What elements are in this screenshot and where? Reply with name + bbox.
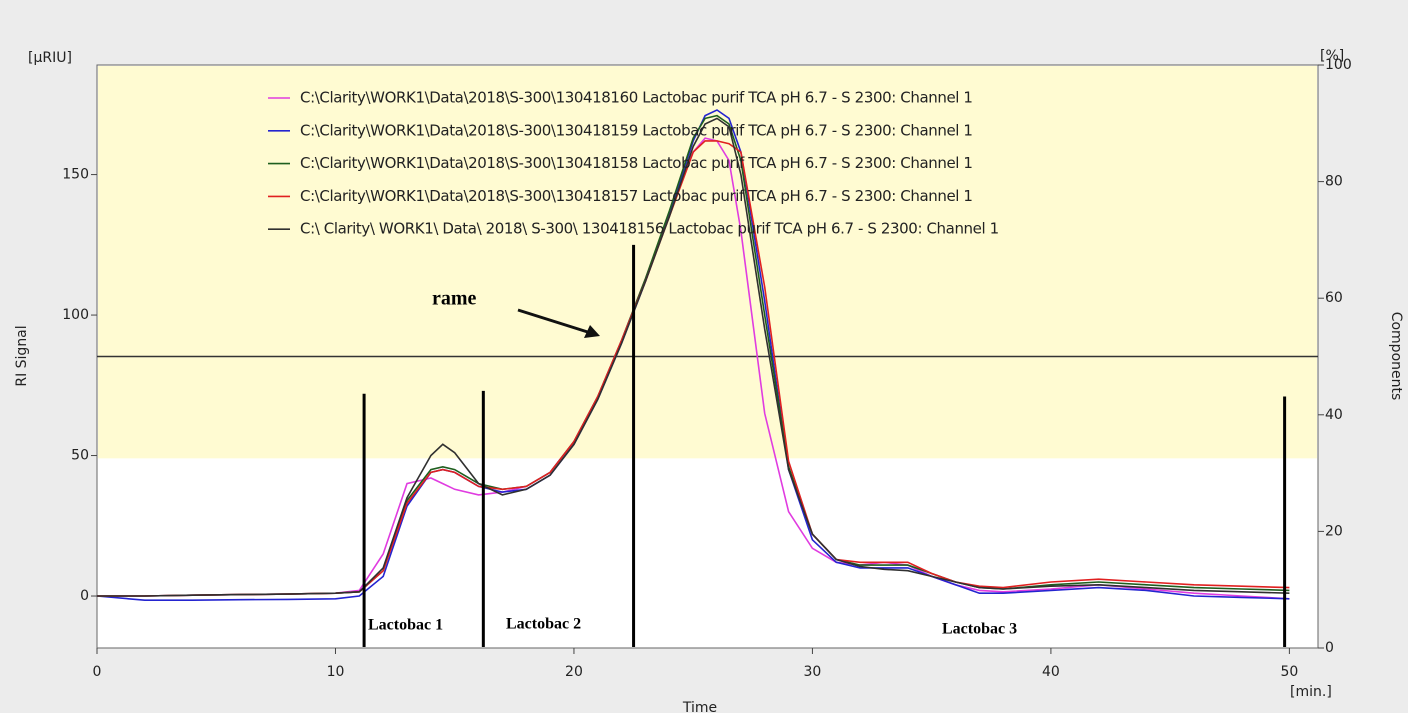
region-label: Lactobac 3 <box>942 621 1017 638</box>
y-tick-label: 150 <box>62 167 89 183</box>
y-unit-label: [µRIU] <box>28 50 72 66</box>
series-line <box>97 117 1290 597</box>
y2-tick-label: 60 <box>1325 290 1343 306</box>
region-label: Lactobac 2 <box>506 616 581 633</box>
arrow <box>517 308 595 336</box>
y2-tick-label: 40 <box>1325 407 1343 423</box>
legend-label: C:\ Clarity\ WORK1\ Data\ 2018\ S-300\ 1… <box>300 220 999 238</box>
x-tick-label: 20 <box>565 664 583 680</box>
y2-unit-label: [%] <box>1320 48 1344 64</box>
arrow-head <box>584 325 600 338</box>
y2-tick-label: 80 <box>1325 174 1343 190</box>
legend-label: C:\Clarity\WORK1\Data\2018\S-300\1304181… <box>300 89 973 107</box>
annotation: rame <box>432 288 477 310</box>
x-unit-label: [min.] <box>1290 684 1332 700</box>
legend-label: C:\Clarity\WORK1\Data\2018\S-300\1304181… <box>300 121 973 139</box>
legend-label: C:\Clarity\WORK1\Data\2018\S-300\1304181… <box>300 154 973 172</box>
region-label: Lactobac 1 <box>368 617 443 634</box>
series-line <box>96 109 1290 601</box>
y-tick-label: 0 <box>80 588 89 604</box>
y2-tick-label: 20 <box>1325 523 1343 539</box>
series-line <box>97 140 1290 597</box>
x-tick-label: 0 <box>93 664 102 680</box>
x-tick-label: 10 <box>327 664 345 680</box>
x-axis-label: Time <box>682 700 717 713</box>
y2-tick-label: 100 <box>1325 57 1352 73</box>
y-tick-label: 50 <box>71 448 89 464</box>
x-tick-label: 30 <box>804 664 822 680</box>
x-tick-label: 50 <box>1280 664 1298 680</box>
highlight-band <box>98 66 1317 459</box>
y-axis-label: RI Signal <box>14 325 30 386</box>
x-tick-label: 40 <box>1042 664 1060 680</box>
y2-tick-label: 0 <box>1325 640 1334 656</box>
y2-axis-label: Components <box>1388 312 1404 401</box>
y-tick-label: 100 <box>62 307 89 323</box>
legend-label: C:\Clarity\WORK1\Data\2018\S-300\1304181… <box>300 187 973 205</box>
